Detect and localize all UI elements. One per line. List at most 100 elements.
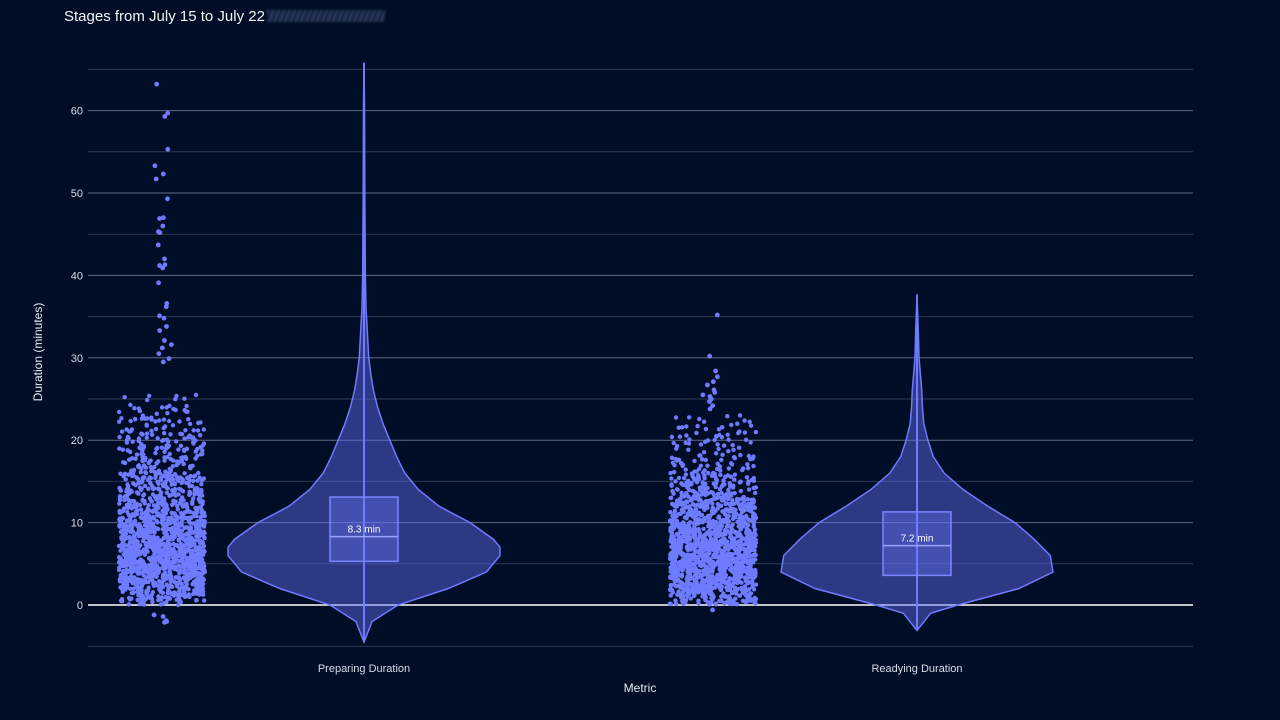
data-point	[741, 498, 747, 504]
data-point	[721, 517, 726, 523]
data-point	[126, 512, 131, 517]
data-point	[753, 552, 758, 557]
data-point	[733, 507, 738, 513]
data-point	[167, 565, 173, 570]
data-point	[198, 538, 203, 544]
data-point	[135, 547, 141, 552]
data-point	[698, 463, 703, 468]
data-point	[191, 591, 196, 597]
data-point	[752, 595, 758, 601]
data-point	[687, 571, 693, 576]
data-point	[746, 523, 751, 528]
data-point	[698, 442, 704, 447]
data-point	[155, 436, 160, 441]
data-point	[720, 482, 726, 487]
data-point	[200, 571, 205, 576]
data-point	[710, 543, 715, 548]
data-point	[165, 573, 170, 579]
data-point	[201, 577, 206, 582]
data-point	[740, 542, 745, 547]
data-point	[711, 579, 716, 584]
data-point	[139, 486, 144, 491]
data-point	[725, 529, 730, 534]
data-point	[148, 458, 153, 463]
data-point	[696, 574, 702, 580]
data-point	[736, 530, 741, 535]
data-point	[195, 428, 201, 433]
data-point	[724, 585, 729, 590]
data-point	[690, 488, 695, 494]
data-point	[154, 574, 159, 579]
data-point	[127, 554, 133, 560]
data-point	[178, 541, 184, 547]
data-point	[191, 440, 196, 445]
data-point	[669, 434, 675, 440]
data-point	[122, 578, 127, 583]
data-point	[680, 500, 686, 505]
data-point	[729, 422, 734, 428]
data-point	[141, 452, 146, 457]
data-point	[673, 479, 678, 484]
data-point	[125, 486, 130, 491]
redacted-title-suffix	[266, 10, 385, 22]
data-point	[161, 565, 166, 570]
data-point	[129, 545, 134, 550]
data-point	[162, 431, 167, 436]
data-point	[172, 560, 178, 565]
y-tick-label: 20	[71, 435, 83, 447]
data-point	[124, 437, 130, 443]
data-point	[123, 531, 129, 536]
data-point	[152, 530, 157, 535]
data-point	[139, 515, 145, 521]
data-point	[739, 534, 744, 540]
data-point	[146, 503, 151, 508]
data-point	[717, 487, 723, 492]
data-point	[748, 423, 754, 428]
data-point	[146, 527, 151, 533]
data-point	[139, 466, 144, 471]
data-point	[195, 576, 200, 581]
data-point	[678, 546, 683, 551]
box-iqr	[329, 496, 399, 563]
data-point	[165, 486, 170, 491]
data-point	[748, 508, 754, 513]
data-point	[177, 589, 182, 594]
data-point	[185, 475, 190, 481]
data-point	[700, 591, 706, 597]
data-point	[697, 517, 703, 523]
data-point	[154, 471, 159, 477]
data-point	[126, 578, 131, 584]
data-point	[684, 491, 689, 496]
data-point	[187, 548, 193, 553]
data-point	[668, 525, 673, 531]
data-point	[196, 531, 201, 536]
data-point	[164, 490, 170, 495]
data-point	[166, 542, 171, 547]
data-point	[728, 474, 734, 479]
data-point	[145, 514, 150, 519]
data-point	[695, 423, 700, 429]
data-point	[152, 486, 157, 491]
data-point	[184, 541, 189, 546]
data-point	[685, 587, 690, 592]
outlier-point	[157, 230, 163, 236]
data-point	[718, 503, 724, 508]
data-point	[117, 434, 122, 440]
data-point	[746, 487, 752, 492]
data-point	[723, 508, 728, 513]
data-point	[676, 425, 681, 430]
data-point	[201, 510, 207, 515]
data-point	[144, 579, 149, 585]
data-point	[143, 470, 149, 476]
data-point	[183, 428, 188, 433]
data-point	[679, 507, 684, 513]
data-point	[735, 421, 740, 426]
data-point	[131, 586, 136, 591]
data-point	[707, 533, 713, 538]
data-point	[148, 575, 153, 581]
x-axis-title: Metric	[624, 681, 657, 695]
data-point	[142, 561, 147, 567]
data-point	[672, 463, 677, 468]
outlier-point	[152, 163, 158, 169]
data-point	[136, 406, 142, 411]
